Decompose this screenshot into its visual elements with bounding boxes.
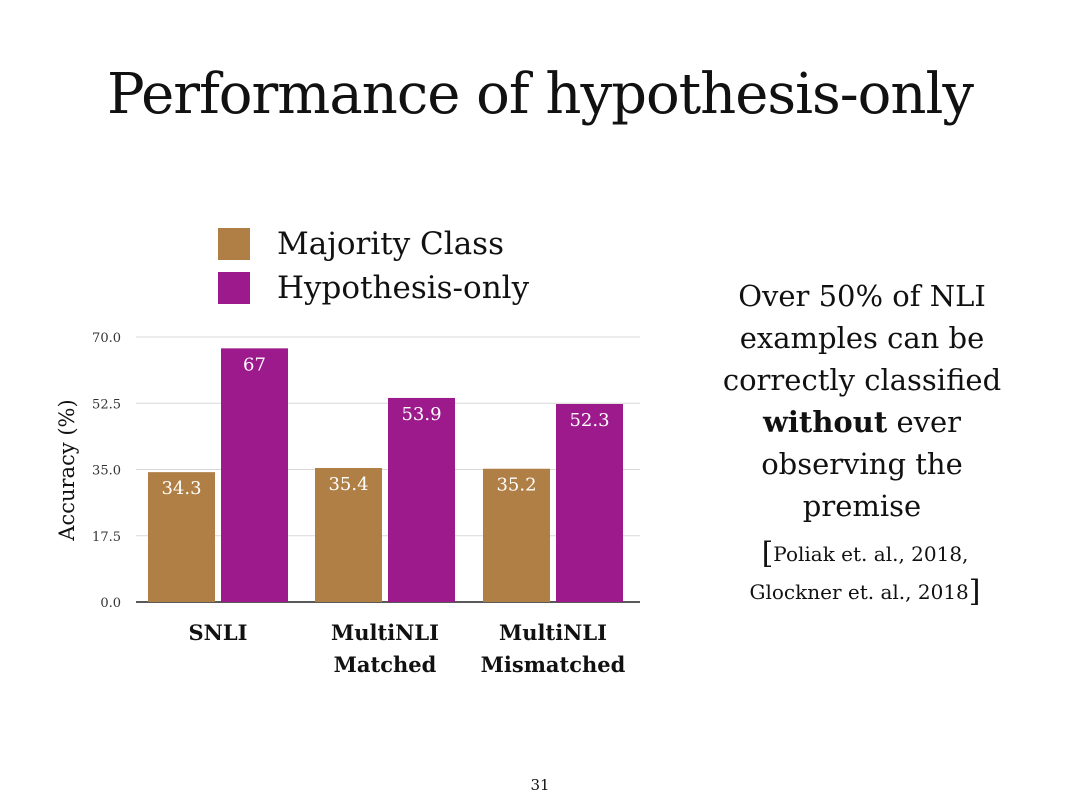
side-text-line: Over 50% of NLI	[738, 279, 986, 313]
bar	[483, 468, 550, 602]
side-text-line: examples can be	[739, 321, 985, 355]
bar-value-labels: 34.3 67 35.4 53.9 35.2 52.3	[161, 354, 609, 499]
x-tick-label: Matched	[334, 652, 437, 677]
x-tick-label: MultiNLI	[499, 620, 607, 645]
slide-title: Performance of hypothesis-only	[107, 62, 974, 127]
side-text-line: premise	[802, 489, 922, 523]
bar-value-label: 53.9	[401, 404, 441, 425]
citation-line: [Poliak et. al., 2018,	[700, 535, 1030, 573]
side-text-line: correctly classified	[722, 363, 1002, 397]
bar-value-label: 35.2	[496, 475, 536, 496]
y-tick-label: 52.5	[92, 397, 121, 412]
legend-label: Majority Class	[277, 226, 504, 262]
x-tick-label: Mismatched	[481, 652, 626, 677]
chart-bars	[148, 348, 623, 602]
citation-text: Glockner et. al., 2018	[749, 580, 969, 604]
bar-value-label: 35.4	[328, 474, 368, 495]
y-axis-label: Accuracy (%)	[55, 399, 79, 541]
side-text-line: without ever	[692, 401, 1032, 443]
side-text-block: Over 50% of NLI examples can be correctl…	[692, 275, 1032, 527]
y-tick-label: 70.0	[92, 331, 121, 346]
x-tick-label: MultiNLI	[331, 620, 439, 645]
bar	[388, 397, 455, 602]
bar-chart: Majority Class Hypothesis-only 0.0 17.5 35.…	[55, 226, 640, 677]
y-tick-label: 0.0	[100, 596, 121, 611]
y-tick-label: 17.5	[92, 530, 121, 545]
legend-swatch	[218, 272, 250, 304]
bar	[315, 467, 382, 602]
bar	[556, 404, 623, 602]
citation-close-bracket: ]	[968, 574, 981, 609]
citation: [Poliak et. al., 2018, Glockner et. al.,…	[700, 535, 1030, 611]
legend-swatch	[218, 228, 250, 260]
y-tick-label: 35.0	[92, 464, 121, 479]
page-number: 31	[530, 776, 550, 794]
bar	[148, 472, 215, 602]
emphasis-text: without	[762, 405, 888, 439]
y-axis-ticks: 0.0 17.5 35.0 52.5 70.0	[92, 331, 121, 611]
chart-legend: Majority Class Hypothesis-only	[218, 226, 530, 306]
bar	[221, 348, 288, 602]
bar-value-label: 34.3	[161, 478, 201, 499]
bar-value-label: 52.3	[569, 410, 609, 431]
legend-label: Hypothesis-only	[277, 270, 530, 306]
bar-value-label: 67	[243, 354, 266, 375]
side-text-line: observing the	[761, 447, 963, 481]
citation-open-bracket: [	[761, 536, 774, 571]
citation-text: Poliak et. al., 2018,	[773, 542, 969, 566]
x-axis-labels: SNLI MultiNLI Matched MultiNLI Mismatched	[189, 620, 626, 677]
side-text-fragment: ever	[887, 405, 962, 439]
citation-line: Glockner et. al., 2018]	[700, 573, 1030, 611]
x-tick-label: SNLI	[189, 620, 248, 645]
